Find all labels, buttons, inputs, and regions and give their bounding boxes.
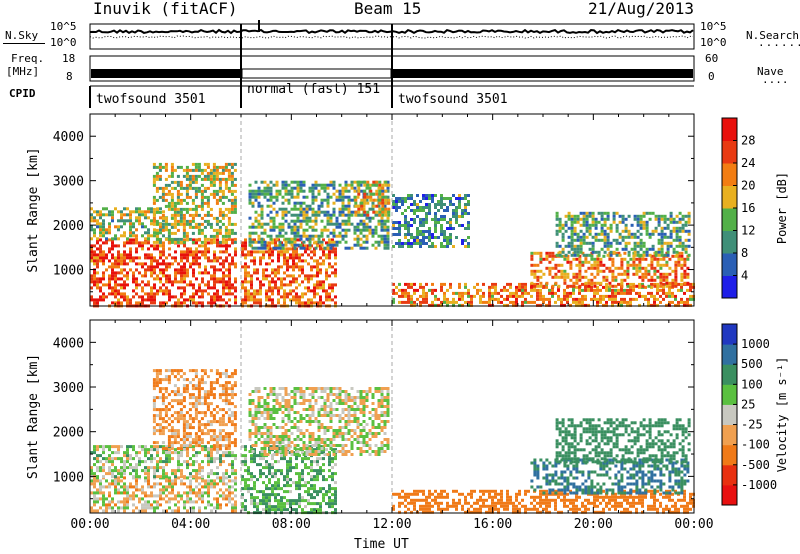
colorbar-label: Velocity [m s⁻¹] xyxy=(775,357,789,473)
colorbar-swatch xyxy=(722,464,737,486)
x-tick-label: 00:00 xyxy=(70,517,109,532)
nsearch-tick-bottom: 10^0 xyxy=(700,36,727,49)
x-tick-label: 00:00 xyxy=(674,517,713,532)
nsearch-label: N.Search xyxy=(746,29,799,42)
nsky-tick-bottom: 10^0 xyxy=(50,36,77,49)
nave-label: Nave xyxy=(757,65,784,78)
colorbar-swatch xyxy=(722,185,737,209)
colorbar-tick-label: 12 xyxy=(741,224,755,238)
y-axis-label: Slant Range [km] xyxy=(26,354,41,479)
colorbar-tick-label: 500 xyxy=(741,357,763,371)
cpid-label: CPID xyxy=(9,87,36,100)
colorbar-tick-label: 1000 xyxy=(741,337,770,351)
nave-tick-bottom: 0 xyxy=(708,70,715,83)
colorbar-label: Power [dB] xyxy=(775,172,789,244)
colorbar-swatch xyxy=(722,364,737,385)
colorbar-frame xyxy=(721,323,738,506)
x-tick-label: 04:00 xyxy=(171,517,210,532)
y-tick-label: 1000 xyxy=(53,470,84,485)
colorbar-swatch xyxy=(722,230,737,254)
y-tick-label: 4000 xyxy=(53,130,84,145)
station-title: Inuvik (fitACF) xyxy=(93,0,238,18)
colorbar-tick-label: 8 xyxy=(741,246,748,260)
colorbar-swatch xyxy=(722,275,737,299)
colorbar-tick-label: -1000 xyxy=(741,478,777,492)
colorbar-swatch xyxy=(722,344,737,365)
freq-label: Freq. xyxy=(11,52,45,65)
y-tick-label: 2000 xyxy=(53,219,84,234)
cpid-dividers xyxy=(89,24,393,108)
freq-bar-twofsound xyxy=(393,69,693,78)
colorbar-swatch xyxy=(722,404,737,425)
colorbar-swatch xyxy=(722,444,737,466)
colorbar-tick-label: 4 xyxy=(741,269,748,283)
colorbar-swatch xyxy=(722,424,737,446)
colorbar-tick-label: -25 xyxy=(741,418,763,432)
colorbar-swatch xyxy=(722,324,737,345)
colorbar-tick-label: 16 xyxy=(741,201,755,215)
y-tick-label: 3000 xyxy=(53,381,84,396)
y-axis-label: Slant Range [km] xyxy=(26,147,41,272)
nsearch-tick-top: 10^5 xyxy=(700,20,727,33)
colorbar-tick-label: 28 xyxy=(741,134,755,148)
freq-tick-bottom: 8 xyxy=(66,70,73,83)
freq-tick-top: 18 xyxy=(62,52,76,65)
colorbar-swatch xyxy=(722,163,737,186)
colorbar-swatch xyxy=(722,208,737,231)
velocity-echo-cells xyxy=(90,369,695,515)
power-echo-cells xyxy=(90,162,695,308)
y-tick-label: 3000 xyxy=(53,175,84,190)
colorbar-swatch xyxy=(722,140,737,164)
nave-tick-top: 60 xyxy=(705,52,719,65)
y-tick-label: 1000 xyxy=(53,264,84,279)
colorbar-tick-label: 100 xyxy=(741,377,763,391)
x-tick-label: 20:00 xyxy=(574,517,613,532)
x-tick-label: 08:00 xyxy=(272,517,311,532)
colorbar-tick-label: 20 xyxy=(741,179,755,193)
colorbar-tick-label: 24 xyxy=(741,156,755,170)
colorbar-tick-label: 25 xyxy=(741,397,755,411)
time-axis: 00:00 04:00 08:00 12:00 16:00 20:00 00:00 xyxy=(70,517,713,532)
nsky-label: N.Sky xyxy=(5,29,39,42)
colorbar-tick-label: -500 xyxy=(741,458,770,472)
colorbar-swatch xyxy=(722,118,737,141)
y-tick-label: 2000 xyxy=(53,426,84,441)
velocity-panel: 1000 2000 3000 4000 Slant Range [km] 1000 500 1… xyxy=(26,319,789,515)
colorbar-swatch xyxy=(722,253,737,276)
cpid-segment-1: twofsound 3501 xyxy=(96,92,206,107)
freq-unit: [MHz] xyxy=(6,65,40,78)
power-panel: 1000 2000 3000 4000 Slant Range [km] 4 8 12 16 20… xyxy=(26,113,789,308)
colorbar-swatch xyxy=(722,384,737,405)
date-title: 21/Aug/2013 xyxy=(588,0,694,18)
x-tick-label: 12:00 xyxy=(372,517,411,532)
x-tick-label: 16:00 xyxy=(473,517,512,532)
cpid-segment-3: twofsound 3501 xyxy=(398,92,508,107)
nave-legend-dots: ···· xyxy=(762,76,789,89)
colorbar-swatch xyxy=(722,484,737,506)
colorbar-tick-label: -100 xyxy=(741,438,770,452)
nsky-tick-top: 10^5 xyxy=(50,20,77,33)
freq-bar-twofsound xyxy=(91,69,240,78)
cpid-segment-2: normal (fast) 151 xyxy=(247,82,381,97)
nsearch-legend-dots: ······· xyxy=(758,39,800,52)
beam-title: Beam 15 xyxy=(354,0,422,18)
nsky-legend-line xyxy=(3,43,45,44)
y-tick-label: 4000 xyxy=(53,336,84,351)
summary-strips xyxy=(89,20,695,108)
x-axis-label: Time UT xyxy=(354,537,409,552)
